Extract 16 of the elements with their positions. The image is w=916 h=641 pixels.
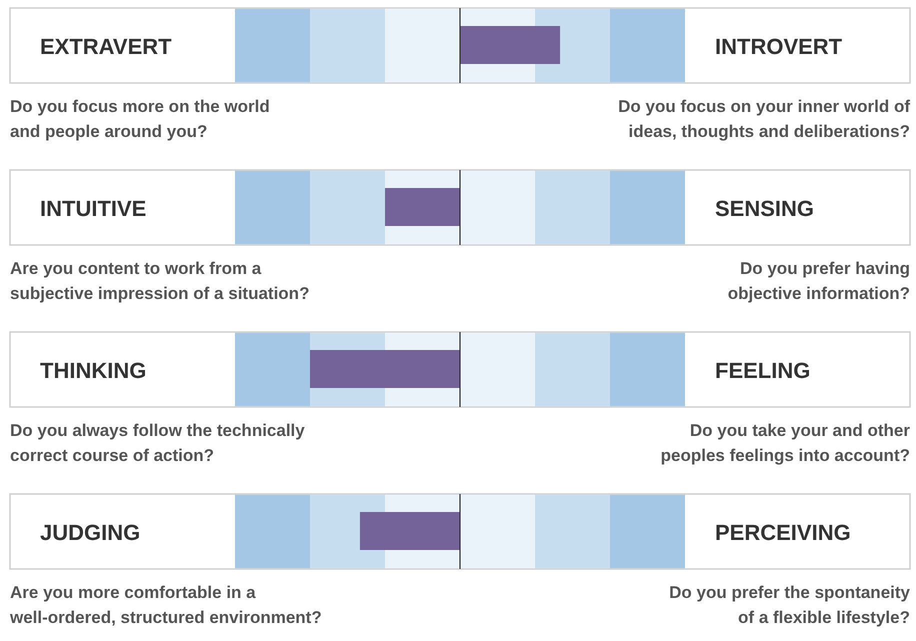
text: Do you focus on your inner world of ideas, thoughts and deliberations? — [618, 97, 910, 141]
y-tick-label: JUDGING — [40, 520, 140, 545]
text: PERCEIVING — [715, 520, 851, 545]
text: Do you take your and other peoples feelings into account? — [660, 421, 910, 465]
text: SENSING — [715, 196, 814, 221]
text: INTROVERT — [715, 34, 843, 59]
text: FEELING — [715, 358, 810, 383]
text: Do you prefer having objective information? — [728, 259, 910, 303]
annotation: Are you more comfortable in a well-ordered, structured environment? — [9, 583, 322, 627]
text: Do you focus more on the world and people around you? — [10, 97, 270, 141]
y-tick-label: EXTRAVERT — [40, 34, 172, 59]
text: Do you prefer the spontaneity of a flexible lifestyle? — [669, 583, 911, 627]
y-tick-label: INTUITIVE — [40, 196, 146, 221]
y-tick-label: THINKING — [40, 358, 146, 383]
text: Do you always follow the technically correct course of action? — [10, 421, 306, 465]
text: Are you content to work from a subjective impression of a situation? — [10, 259, 310, 303]
